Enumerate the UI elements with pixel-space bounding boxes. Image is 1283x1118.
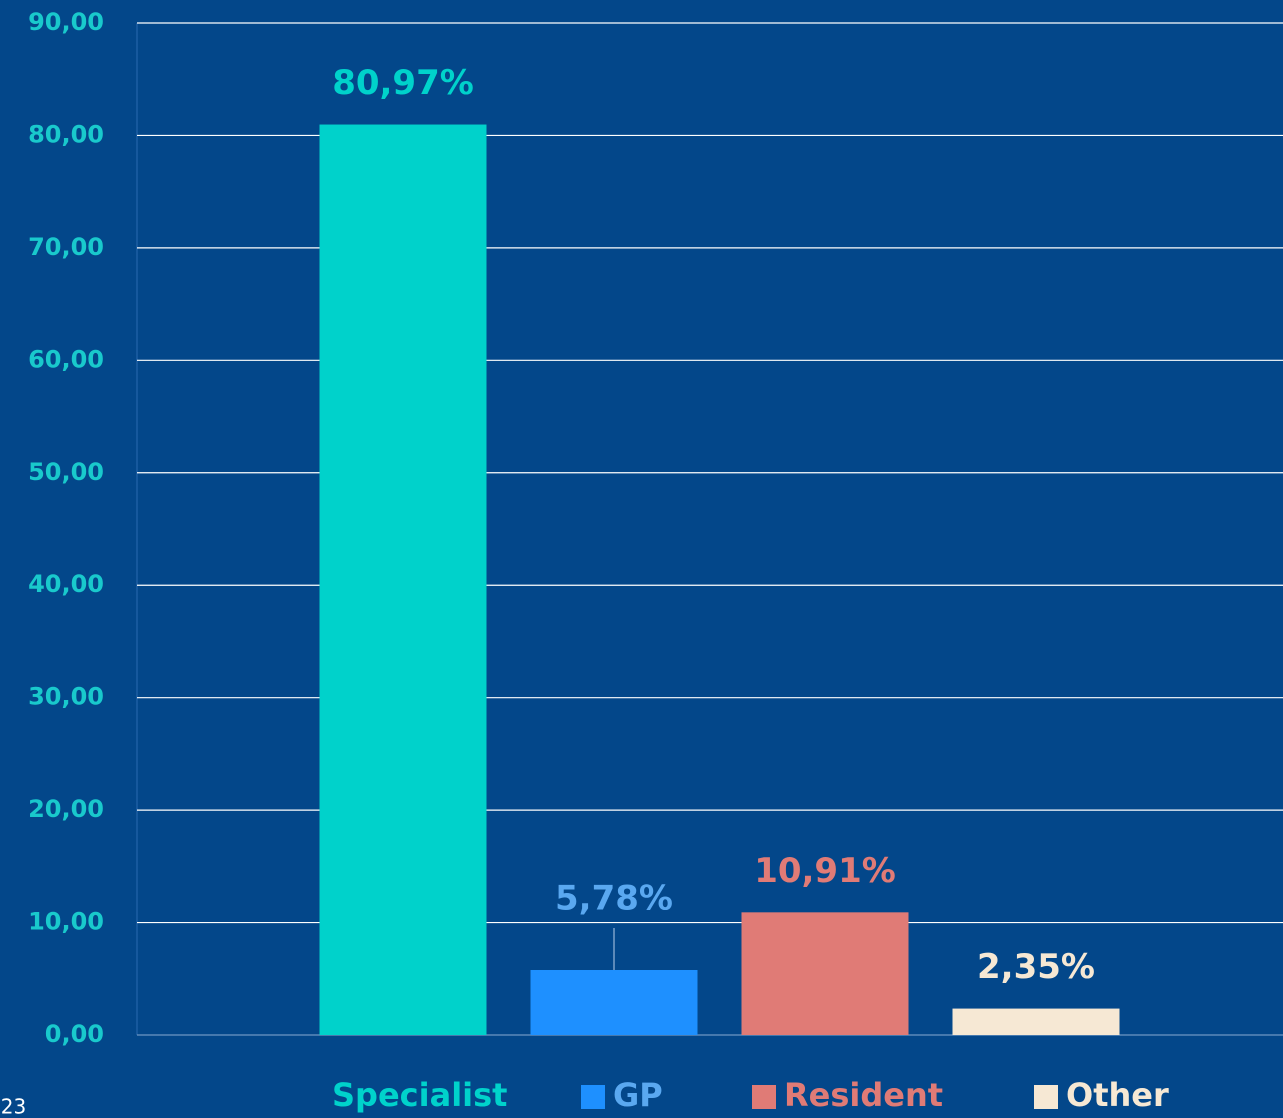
y-tick-label: 80,00 <box>28 120 104 148</box>
y-tick-label: 70,00 <box>28 233 104 261</box>
y-tick-label: 50,00 <box>28 458 104 486</box>
value-label: 2,35% <box>977 947 1095 987</box>
y-tick-label: 10,00 <box>28 908 104 936</box>
bar <box>530 970 698 1035</box>
bar <box>952 1008 1120 1035</box>
legend-marker <box>752 1085 776 1109</box>
y-tick-label: 30,00 <box>28 683 104 711</box>
footnote: 023 <box>0 1095 26 1118</box>
y-tick-label: 60,00 <box>28 345 104 373</box>
y-tick-label: 20,00 <box>28 795 104 823</box>
value-label: 10,91% <box>754 851 896 891</box>
legend-marker <box>1034 1085 1058 1109</box>
value-label: 80,97% <box>332 63 474 103</box>
legend-marker <box>581 1085 605 1109</box>
y-tick-label: 0,00 <box>45 1020 104 1048</box>
bar <box>319 124 487 1035</box>
legend-label: Resident <box>784 1076 943 1114</box>
y-tick-label: 90,00 <box>28 8 104 36</box>
legend-label: GP <box>613 1076 663 1114</box>
y-tick-label: 40,00 <box>28 570 104 598</box>
bar <box>741 912 909 1035</box>
legend-label: Specialist <box>332 1076 507 1114</box>
legend-label: Other <box>1066 1076 1169 1114</box>
value-label: 5,78% <box>555 879 673 919</box>
